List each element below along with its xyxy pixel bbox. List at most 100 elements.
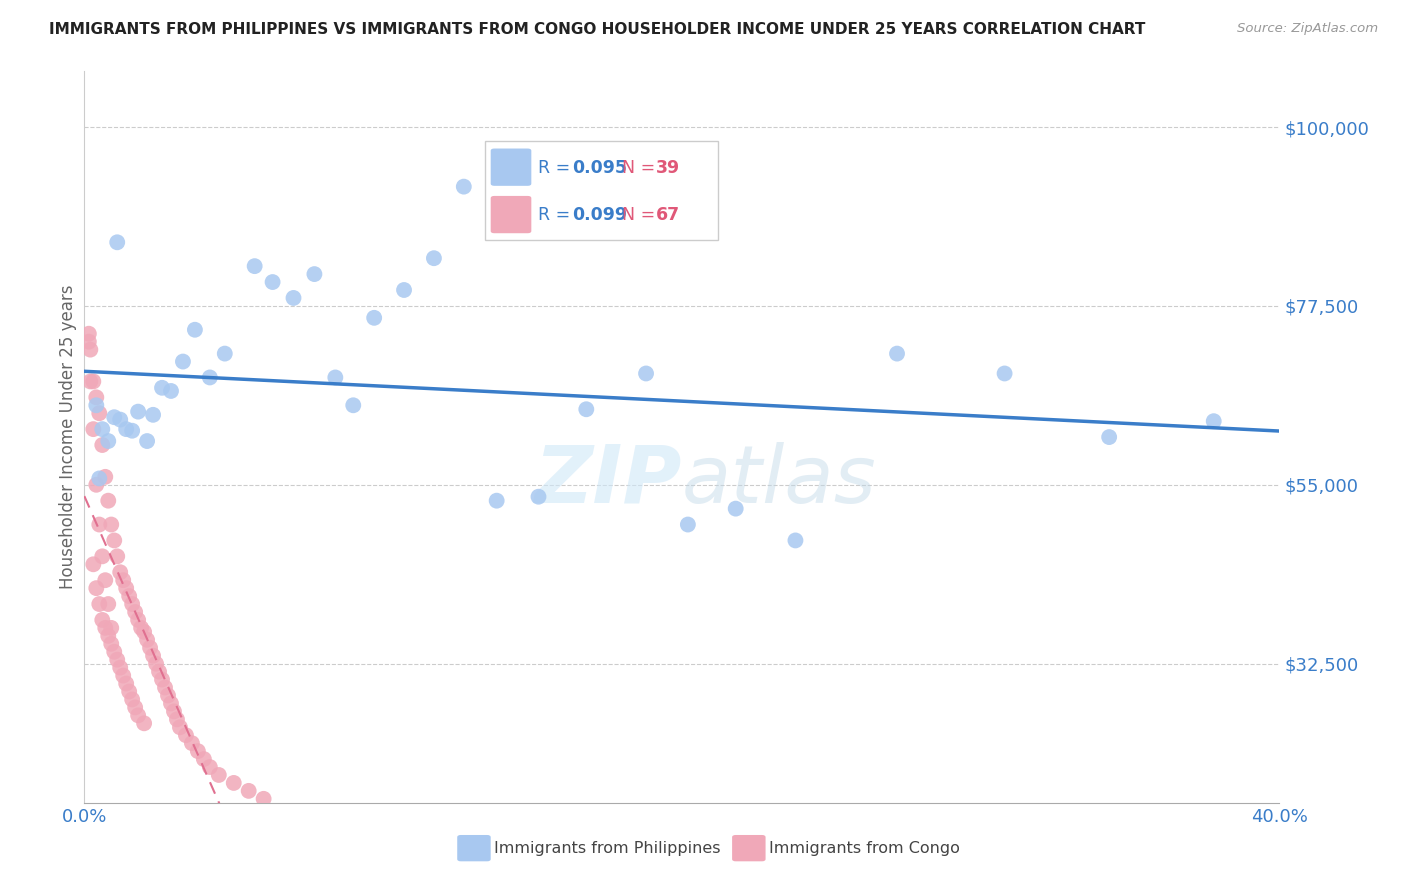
Y-axis label: Householder Income Under 25 years: Householder Income Under 25 years — [59, 285, 77, 590]
Point — [392, 283, 415, 297]
Point — [575, 402, 598, 417]
Point — [129, 621, 152, 635]
Point — [253, 792, 276, 806]
Point — [886, 346, 908, 360]
Point — [676, 517, 699, 532]
Point — [121, 692, 143, 706]
Point — [118, 589, 141, 603]
Point — [169, 720, 191, 734]
Point — [103, 410, 125, 425]
Point — [97, 629, 120, 643]
FancyBboxPatch shape — [485, 141, 718, 240]
Point — [363, 310, 385, 325]
Point — [112, 668, 135, 682]
Point — [238, 784, 260, 798]
Point — [325, 370, 347, 384]
Point — [89, 471, 111, 485]
Point — [243, 259, 266, 273]
Point — [82, 375, 104, 389]
Point — [127, 613, 149, 627]
Point — [148, 665, 170, 679]
Point — [136, 434, 159, 448]
Point — [150, 673, 173, 687]
Point — [994, 367, 1017, 381]
Point — [136, 632, 159, 647]
Point — [103, 645, 125, 659]
Point — [97, 493, 120, 508]
Point — [160, 697, 183, 711]
Text: Source: ZipAtlas.com: Source: ZipAtlas.com — [1237, 22, 1378, 36]
Point — [181, 736, 204, 750]
Point — [91, 613, 114, 627]
Point — [105, 653, 128, 667]
Point — [157, 689, 180, 703]
Point — [94, 621, 117, 635]
Point — [89, 517, 111, 532]
Point — [91, 438, 114, 452]
Point — [121, 424, 143, 438]
Point — [86, 581, 108, 595]
Text: N =: N = — [623, 206, 661, 224]
Point — [86, 398, 108, 412]
Point — [91, 549, 114, 564]
Point — [342, 398, 364, 412]
Point — [91, 422, 114, 436]
Point — [115, 676, 138, 690]
Text: Immigrants from Philippines: Immigrants from Philippines — [495, 840, 721, 855]
Point — [100, 637, 122, 651]
Point — [89, 597, 111, 611]
Point — [527, 490, 550, 504]
Point — [77, 326, 100, 341]
Point — [124, 605, 146, 619]
Point — [94, 573, 117, 587]
Point — [105, 549, 128, 564]
Text: Immigrants from Congo: Immigrants from Congo — [769, 840, 960, 855]
Point — [184, 323, 207, 337]
Point — [198, 760, 221, 774]
Text: ZIP: ZIP — [534, 442, 682, 520]
Point — [121, 597, 143, 611]
Text: R =: R = — [538, 206, 576, 224]
Point — [304, 267, 326, 281]
Point — [110, 566, 132, 580]
FancyBboxPatch shape — [491, 149, 531, 186]
Point — [485, 493, 508, 508]
Point — [174, 728, 197, 742]
Point — [160, 384, 183, 398]
Point — [453, 179, 475, 194]
Text: IMMIGRANTS FROM PHILIPPINES VS IMMIGRANTS FROM CONGO HOUSEHOLDER INCOME UNDER 25: IMMIGRANTS FROM PHILIPPINES VS IMMIGRANT… — [49, 22, 1146, 37]
Point — [208, 768, 231, 782]
Point — [127, 404, 149, 418]
Point — [124, 700, 146, 714]
Text: 0.099: 0.099 — [572, 206, 627, 224]
Point — [1098, 430, 1121, 444]
Point — [636, 367, 658, 381]
Point — [97, 597, 120, 611]
Point — [785, 533, 807, 548]
Text: atlas: atlas — [682, 442, 877, 520]
Point — [262, 275, 284, 289]
Point — [198, 370, 221, 384]
Point — [86, 477, 108, 491]
Point — [110, 660, 132, 674]
Text: 67: 67 — [655, 206, 679, 224]
Point — [214, 346, 236, 360]
Point — [163, 705, 186, 719]
Point — [115, 581, 138, 595]
Point — [142, 408, 165, 422]
Point — [153, 681, 176, 695]
Point — [82, 558, 104, 572]
Point — [79, 343, 101, 357]
Text: R =: R = — [538, 159, 576, 177]
Point — [423, 251, 446, 265]
Point — [115, 422, 138, 436]
Point — [103, 533, 125, 548]
Point — [89, 406, 111, 420]
Text: N =: N = — [623, 159, 661, 177]
Point — [172, 354, 194, 368]
Point — [187, 744, 209, 758]
Point — [283, 291, 305, 305]
Point — [193, 752, 215, 766]
Point — [82, 422, 104, 436]
Point — [100, 517, 122, 532]
